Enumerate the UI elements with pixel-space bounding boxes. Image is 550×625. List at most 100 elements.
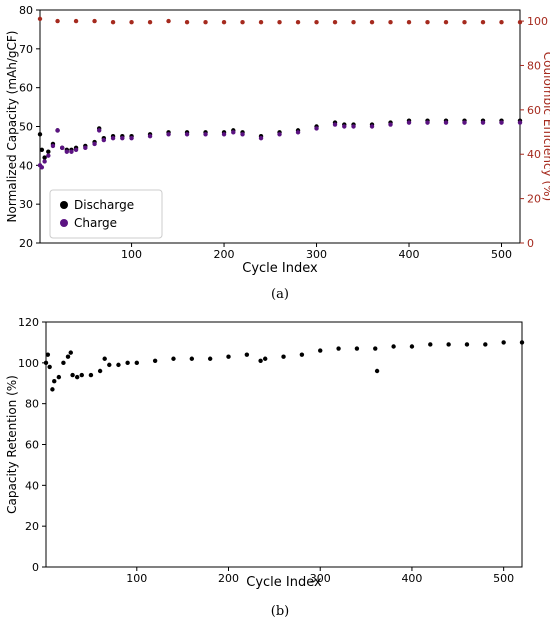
data-point-a [517,20,523,25]
data-point-b [483,342,488,347]
y-left-tick-label-a: 30 [19,198,33,211]
data-point-a [37,132,43,137]
data-point-b [464,342,470,347]
y-left-tick-label-a: 70 [19,43,33,56]
data-point-a [406,120,412,125]
data-point-b [107,362,112,368]
x-tick-label-b: 200 [218,572,239,585]
data-point-b [56,374,62,380]
data-point-a [332,20,338,25]
data-point-b [70,372,75,378]
data-point-a [83,145,88,151]
legend-label-a: Discharge [74,198,134,212]
data-point-b [189,356,195,361]
data-point-a [443,120,449,125]
data-point-a [46,153,51,158]
data-point-a [277,132,282,137]
data-point-a [46,149,51,154]
y-axis-label-b: Capacity Retention (%) [5,375,19,514]
data-point-a [277,20,282,25]
y-right-tick-label-a: 80 [527,59,541,72]
data-point-a [129,135,134,141]
data-point-a [240,132,245,137]
y-tick-label-b: 60 [25,439,39,452]
data-point-b [43,360,49,366]
y-right-tick-label-a: 40 [527,148,541,161]
data-point-b [102,356,107,361]
y-right-tick-label-a: 100 [527,15,548,28]
data-point-b [134,360,139,366]
y-left-axis-label-a: Normalized Capacity (mAh/gCF) [5,31,19,223]
data-point-a [110,20,116,25]
data-point-a [388,122,393,127]
data-point-a [39,147,45,152]
y-tick-label-b: 100 [18,357,39,370]
data-point-b [318,348,323,353]
data-point-b [281,354,286,359]
y-tick-label-b: 120 [18,316,39,329]
data-point-a [295,20,301,25]
data-point-a [184,132,190,137]
x-tick-label-b: 400 [401,572,422,585]
x-tick-label-b: 300 [310,572,331,585]
data-point-a [42,155,47,160]
y-right-tick-label-a: 20 [527,193,541,206]
data-point-a [55,18,60,24]
y-left-tick-label-a: 60 [19,82,33,95]
data-point-a [73,147,79,152]
data-point-a [166,132,171,137]
data-point-b [391,344,396,349]
panel-a-caption: (a) [271,287,289,302]
x-tick-label-b: 100 [126,572,147,585]
data-point-b [226,354,231,359]
y-left-tick-label-a: 80 [19,4,33,17]
data-point-b [52,379,57,384]
data-point-a [342,124,347,129]
x-axis-label-b: Cycle Index [246,575,322,590]
legend-marker-a [60,201,68,209]
data-point-b [336,346,341,351]
data-point-a [425,120,430,125]
data-point-b [258,358,263,363]
data-point-a [120,135,125,141]
data-point-a [517,120,523,125]
x-tick-label-b: 500 [493,572,514,585]
data-point-b [373,346,378,351]
y-tick-label-b: 40 [25,479,39,492]
x-tick-label-a: 100 [121,248,142,261]
y-tick-label-b: 20 [25,520,39,533]
legend-label-a: Charge [74,216,117,230]
data-point-a [388,20,393,25]
data-point-a [480,120,486,125]
data-point-b [152,358,158,363]
data-point-a [369,20,375,25]
y-right-tick-label-a: 0 [527,237,534,250]
data-point-b [409,344,415,349]
legend-marker-a [60,219,68,227]
data-point-a [55,128,60,133]
panel-b-caption: (b) [270,604,290,619]
data-point-a [37,16,43,22]
data-point-a [50,143,56,149]
data-point-a [443,20,449,25]
data-point-a [499,120,504,125]
data-point-a [110,135,116,141]
data-point-a [295,130,301,135]
data-point-b [74,374,80,380]
data-point-a [203,20,208,25]
data-point-b [374,368,380,374]
data-point-a [332,122,338,127]
data-point-b [519,340,525,345]
y-tick-label-b: 80 [25,398,39,411]
data-point-a [480,20,486,25]
y-right-axis-label-a: Coulombic Efficiency (%) [541,52,550,201]
data-point-b [79,372,84,378]
data-point-b [262,356,268,361]
data-point-a [221,20,227,25]
data-point-a [147,134,153,139]
data-point-a [147,20,153,25]
data-point-b [47,364,52,370]
data-point-b [68,350,73,355]
data-point-b [299,352,305,357]
y-left-tick-label-a: 50 [19,121,33,134]
